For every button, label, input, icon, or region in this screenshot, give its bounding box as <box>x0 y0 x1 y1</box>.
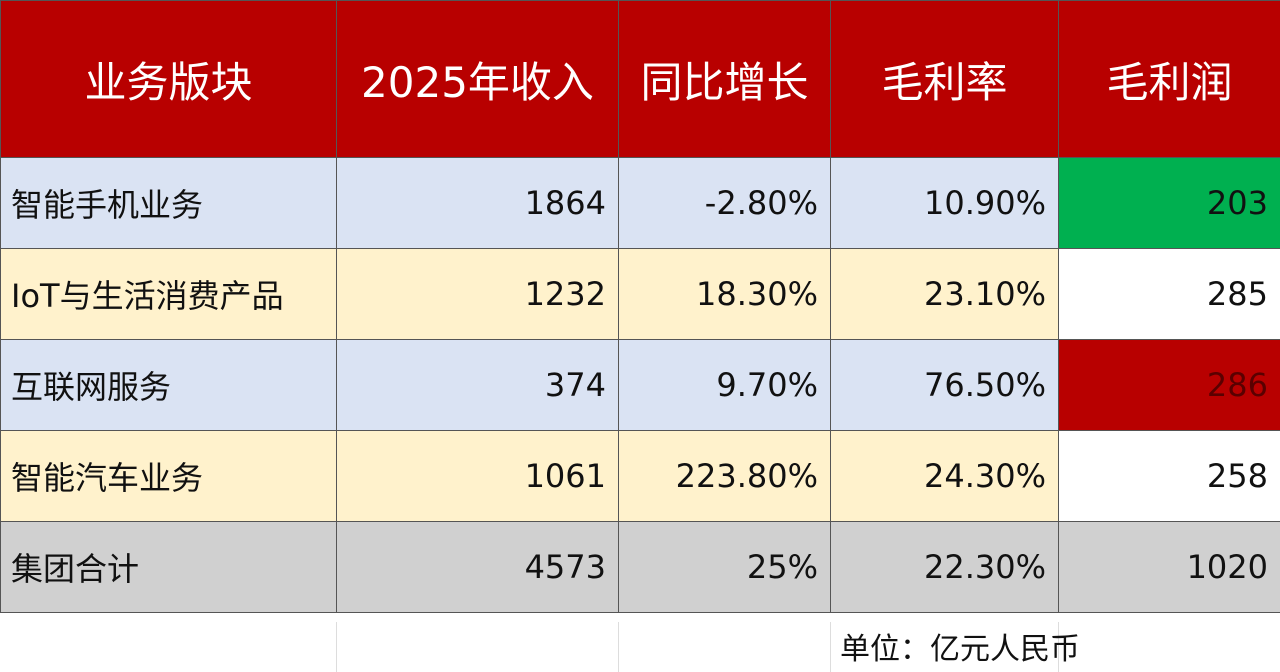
footer-grid <box>0 622 1280 672</box>
grid-line <box>1058 622 1059 672</box>
header-cell: 业务版块 <box>0 0 337 158</box>
cell: -2.80% <box>618 157 831 249</box>
table-row: 互联网服务 374 9.70% 76.50% 286 <box>0 339 1280 431</box>
cell: 22.30% <box>830 521 1059 613</box>
cell: 4573 <box>336 521 619 613</box>
cell: 258 <box>1058 430 1280 522</box>
row-label: 互联网服务 <box>0 339 337 431</box>
header-row: 业务版块 2025年收入 同比增长 毛利率 毛利润 <box>0 0 1280 158</box>
header-cell: 2025年收入 <box>336 0 619 158</box>
header-cell: 同比增长 <box>618 0 831 158</box>
cell: 374 <box>336 339 619 431</box>
header-cell: 毛利率 <box>830 0 1059 158</box>
row-label: 集团合计 <box>0 521 337 613</box>
cell: 1232 <box>336 248 619 340</box>
cell: 23.10% <box>830 248 1059 340</box>
table-row: 智能手机业务 1864 -2.80% 10.90% 203 <box>0 157 1280 249</box>
cell: 1864 <box>336 157 619 249</box>
table-row: IoT与生活消费产品 1232 18.30% 23.10% 285 <box>0 248 1280 340</box>
cell: 10.90% <box>830 157 1059 249</box>
cell: 285 <box>1058 248 1280 340</box>
cell: 1020 <box>1058 521 1280 613</box>
cell: 24.30% <box>830 430 1059 522</box>
cell: 286 <box>1058 339 1280 431</box>
row-label: IoT与生活消费产品 <box>0 248 337 340</box>
table-row: 智能汽车业务 1061 223.80% 24.30% 258 <box>0 430 1280 522</box>
unit-note: 单位：亿元人民币 <box>840 632 1080 667</box>
cell: 223.80% <box>618 430 831 522</box>
grid-line <box>830 622 831 672</box>
cell: 25% <box>618 521 831 613</box>
table-row: 集团合计 4573 25% 22.30% 1020 <box>0 521 1280 613</box>
cell: 18.30% <box>618 248 831 340</box>
cell: 9.70% <box>618 339 831 431</box>
row-label: 智能汽车业务 <box>0 430 337 522</box>
revenue-table: 业务版块 2025年收入 同比增长 毛利率 毛利润 智能手机业务 1864 -2.80% 10… <box>0 0 1280 613</box>
grid-line <box>618 622 619 672</box>
grid-line <box>336 622 337 672</box>
cell: 76.50% <box>830 339 1059 431</box>
header-cell: 毛利润 <box>1058 0 1280 158</box>
cell: 1061 <box>336 430 619 522</box>
cell: 203 <box>1058 157 1280 249</box>
row-label: 智能手机业务 <box>0 157 337 249</box>
